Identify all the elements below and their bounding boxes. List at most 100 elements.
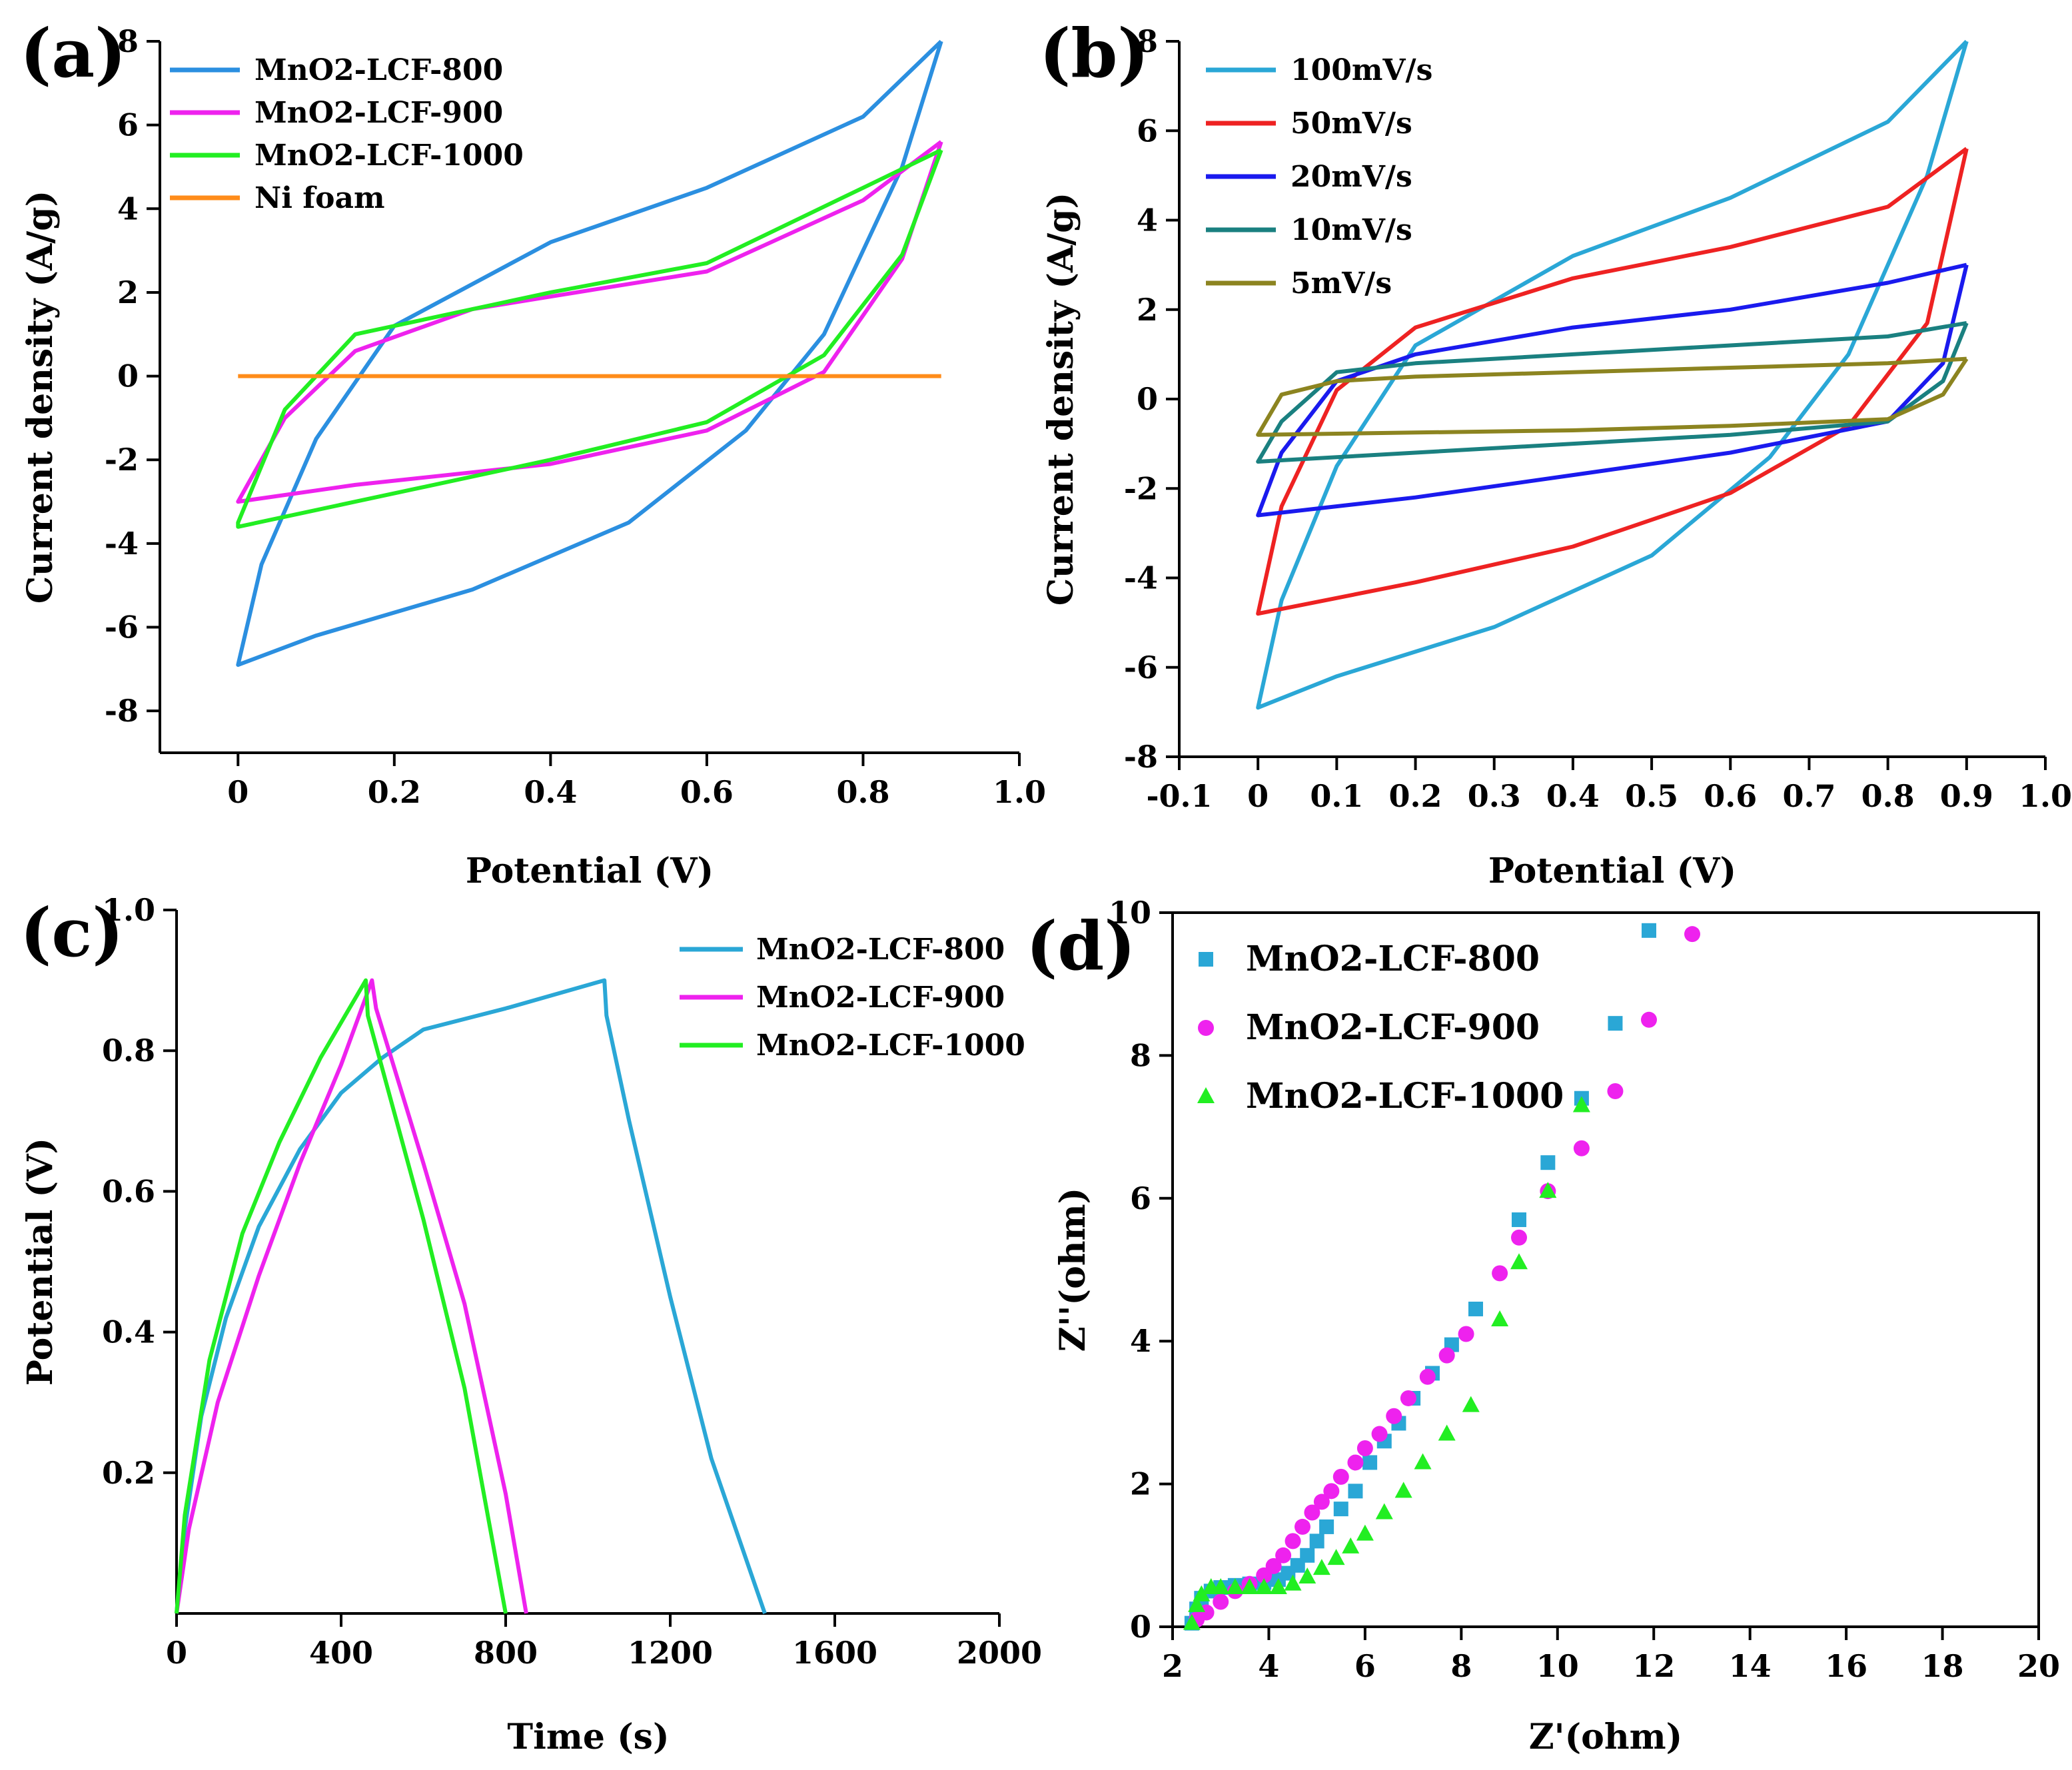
data-point bbox=[1458, 1326, 1474, 1342]
legend-label: MnO2-LCF-900 bbox=[255, 96, 503, 130]
x-tick-label: 2 bbox=[1162, 1648, 1183, 1684]
panel-d-legend: MnO2-LCF-800 MnO2-LCF-900 MnO2-LCF-1000 bbox=[1197, 939, 1564, 1116]
y-tick-label: 0.4 bbox=[102, 1314, 155, 1350]
y-tick-label: 8 bbox=[117, 23, 139, 59]
x-tick-label: 0 bbox=[227, 774, 249, 810]
data-point bbox=[1188, 1595, 1206, 1612]
series-line-50mV/s bbox=[1256, 147, 1969, 616]
panel-b-y-ticks: -8 -6 -4 -2 0 2 4 6 8 bbox=[1124, 23, 1179, 775]
data-point bbox=[1241, 1578, 1259, 1595]
y-tick-label: -8 bbox=[105, 693, 139, 729]
series-line-MnO2-LCF-900 bbox=[236, 140, 943, 504]
x-tick-label: 0.5 bbox=[1625, 778, 1678, 814]
y-tick-label: 8 bbox=[1130, 1037, 1151, 1073]
x-tick-label: 0.6 bbox=[680, 774, 734, 810]
y-tick-label: 0 bbox=[117, 358, 139, 394]
x-tick-label: 0.4 bbox=[1546, 778, 1600, 814]
panel-b-tag: (b) bbox=[1039, 14, 1149, 93]
data-point bbox=[1356, 1524, 1374, 1541]
data-point bbox=[1511, 1229, 1527, 1246]
data-point bbox=[1491, 1310, 1509, 1327]
panel-a-tag: (a) bbox=[20, 14, 126, 93]
data-point bbox=[1356, 1440, 1373, 1456]
x-tick-label: 0.3 bbox=[1468, 778, 1521, 814]
data-point bbox=[1332, 1468, 1349, 1485]
data-point bbox=[1265, 1557, 1282, 1574]
x-tick-label: 16 bbox=[1825, 1648, 1867, 1684]
panel-c-legend: MnO2-LCF-800 MnO2-LCF-900 MnO2-LCF-1000 bbox=[680, 933, 1025, 1063]
x-tick-label: 1200 bbox=[628, 1635, 713, 1671]
x-tick-label: 1600 bbox=[792, 1635, 877, 1671]
x-tick-label: 12 bbox=[1632, 1648, 1675, 1684]
panel-a: (a) 0 0.2 0.4 0.6 0.8 1.0 -8 -6 -4 -2 0 2 4 6 8 Poten… bbox=[20, 14, 1046, 891]
y-tick-label: 8 bbox=[1137, 23, 1158, 59]
x-tick-label: 0.6 bbox=[1704, 778, 1757, 814]
data-point bbox=[1275, 1547, 1292, 1563]
y-tick-label: 6 bbox=[117, 107, 139, 143]
y-tick-label: 10 bbox=[1109, 895, 1151, 931]
x-tick-label: 20 bbox=[2017, 1648, 2060, 1684]
y-tick-label: 6 bbox=[1137, 113, 1158, 149]
data-point bbox=[1304, 1504, 1320, 1521]
x-tick-label: 2000 bbox=[957, 1635, 1042, 1671]
legend-label: 10mV/s bbox=[1291, 213, 1412, 247]
data-point bbox=[1342, 1537, 1360, 1553]
x-tick-label: 0.2 bbox=[368, 774, 421, 810]
data-point bbox=[1183, 1613, 1201, 1630]
legend-label: 100mV/s bbox=[1291, 53, 1432, 87]
panel-c-tag: (c) bbox=[20, 893, 124, 972]
y-tick-label: 0 bbox=[1130, 1609, 1151, 1645]
data-point bbox=[1348, 1484, 1363, 1499]
legend-label: 20mV/s bbox=[1291, 160, 1412, 194]
data-point bbox=[1539, 1182, 1557, 1198]
series-line-MnO2-LCF-900 bbox=[175, 978, 528, 1614]
series-line-MnO2-LCF-1000 bbox=[175, 978, 508, 1614]
x-tick-label: -0.1 bbox=[1146, 778, 1212, 814]
panel-a-series bbox=[236, 39, 943, 667]
panel-d-series bbox=[1183, 923, 1700, 1631]
y-tick-label: -2 bbox=[105, 442, 139, 478]
x-tick-label: 0.4 bbox=[524, 774, 577, 810]
legend-label: MnO2-LCF-800 bbox=[255, 53, 503, 87]
data-point bbox=[1319, 1519, 1334, 1534]
y-tick-label: -6 bbox=[1124, 650, 1158, 685]
y-tick-label: 4 bbox=[1130, 1323, 1151, 1359]
x-tick-label: 1.0 bbox=[2019, 778, 2072, 814]
data-point bbox=[1642, 923, 1656, 938]
x-tick-label: 0.1 bbox=[1310, 778, 1363, 814]
x-tick-label: 800 bbox=[474, 1635, 538, 1671]
panel-b-y-label: Current density (A/g) bbox=[1041, 193, 1081, 606]
panel-d-tag: (d) bbox=[1026, 907, 1136, 985]
data-point bbox=[1684, 926, 1700, 943]
legend-label: MnO2-LCF-800 bbox=[756, 933, 1005, 967]
data-point bbox=[1573, 1140, 1590, 1156]
data-point bbox=[1295, 1518, 1310, 1535]
panel-d-x-label: Z'(ohm) bbox=[1529, 1717, 1683, 1757]
x-tick-label: 6 bbox=[1354, 1648, 1376, 1684]
data-point bbox=[1213, 1593, 1229, 1610]
x-tick-label: 0.9 bbox=[1940, 778, 1993, 814]
y-tick-label: 4 bbox=[117, 191, 139, 226]
legend-marker bbox=[1199, 952, 1213, 967]
data-point bbox=[1333, 1502, 1348, 1517]
data-point bbox=[1312, 1559, 1330, 1575]
y-tick-label: 1.0 bbox=[102, 892, 155, 928]
x-tick-label: 10 bbox=[1536, 1648, 1579, 1684]
x-tick-label: 0.8 bbox=[836, 774, 889, 810]
panel-d-x-ticks: 2 4 6 8 10 12 14 16 18 20 bbox=[1162, 1627, 2060, 1684]
x-tick-label: 4 bbox=[1258, 1648, 1279, 1684]
y-tick-label: 0 bbox=[1137, 381, 1158, 417]
panel-c-series bbox=[175, 978, 767, 1614]
series-line-100mV/s bbox=[1256, 39, 1969, 710]
data-point bbox=[1438, 1347, 1455, 1364]
panel-d-y-label: Z''(ohm) bbox=[1053, 1188, 1093, 1352]
y-tick-label: -2 bbox=[1124, 470, 1158, 506]
data-point bbox=[1347, 1454, 1364, 1471]
panel-c-x-label: Time (s) bbox=[507, 1717, 669, 1757]
panel-b-x-ticks: -0.1 0 0.1 0.2 0.3 0.4 0.5 0.6 0.7 0.8 0.9 1.0 bbox=[1146, 757, 2072, 814]
legend-label: MnO2-LCF-900 bbox=[1246, 1007, 1540, 1048]
panel-a-x-ticks: 0 0.2 0.4 0.6 0.8 1.0 bbox=[227, 753, 1046, 810]
panel-a-y-ticks: -8 -6 -4 -2 0 2 4 6 8 bbox=[105, 23, 160, 729]
